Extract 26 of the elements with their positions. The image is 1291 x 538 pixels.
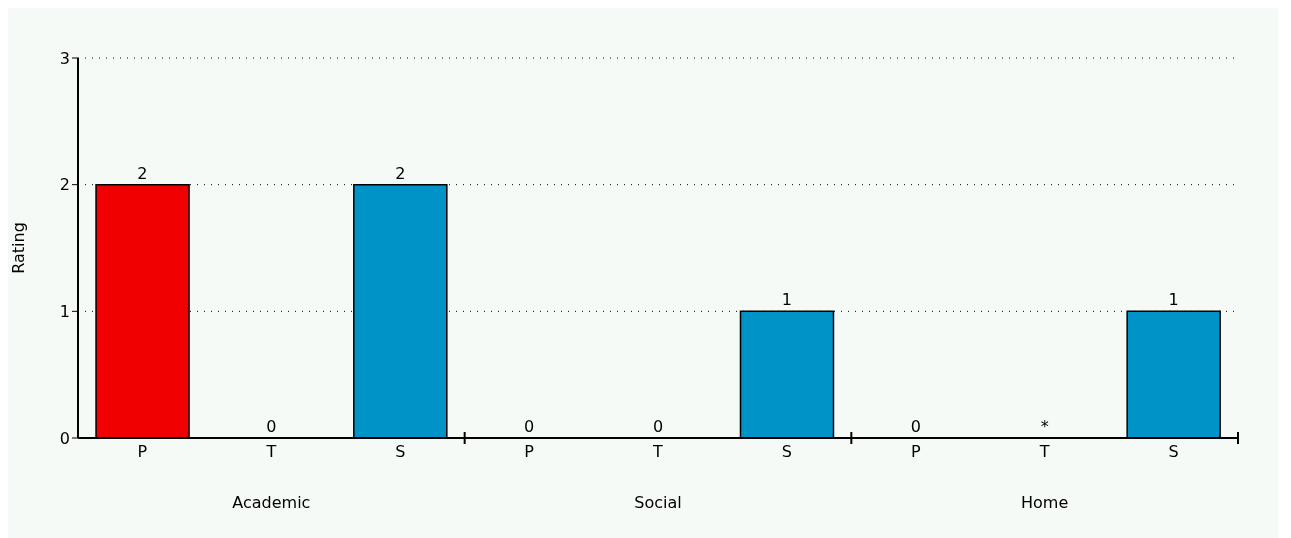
text: Academic (232, 493, 311, 512)
data-label: 0 (524, 417, 535, 436)
data-label: 0 (652, 417, 664, 436)
x-tick-label: S (395, 442, 406, 462)
y-tick-label: 0 (59, 428, 70, 448)
data-label: 0 (266, 417, 277, 436)
x-tick-label: T (265, 442, 277, 462)
data-label: 1 (1168, 290, 1179, 310)
x-tick-label: P (524, 442, 535, 462)
data-label: 2 (395, 163, 406, 183)
x-tick-label: P (137, 442, 148, 462)
x-tick-label: P (910, 442, 921, 462)
x-tick-label: S (1168, 442, 1179, 462)
data-label: 2 (137, 163, 148, 183)
x-tick-label: T (1038, 442, 1050, 462)
x-tick-label: S (781, 442, 792, 462)
text: * (1040, 417, 1049, 436)
text: Home (1021, 493, 1069, 512)
x-tick-label: T (652, 442, 664, 462)
data-label: 0 (910, 417, 921, 436)
y-tick-label: 1 (59, 302, 70, 322)
y-tick-label: 2 (59, 175, 70, 195)
text: Social (634, 493, 682, 512)
y-tick-label: 3 (59, 48, 70, 68)
y-axis-title: Rating (8, 222, 28, 274)
data-label: 1 (781, 290, 792, 310)
